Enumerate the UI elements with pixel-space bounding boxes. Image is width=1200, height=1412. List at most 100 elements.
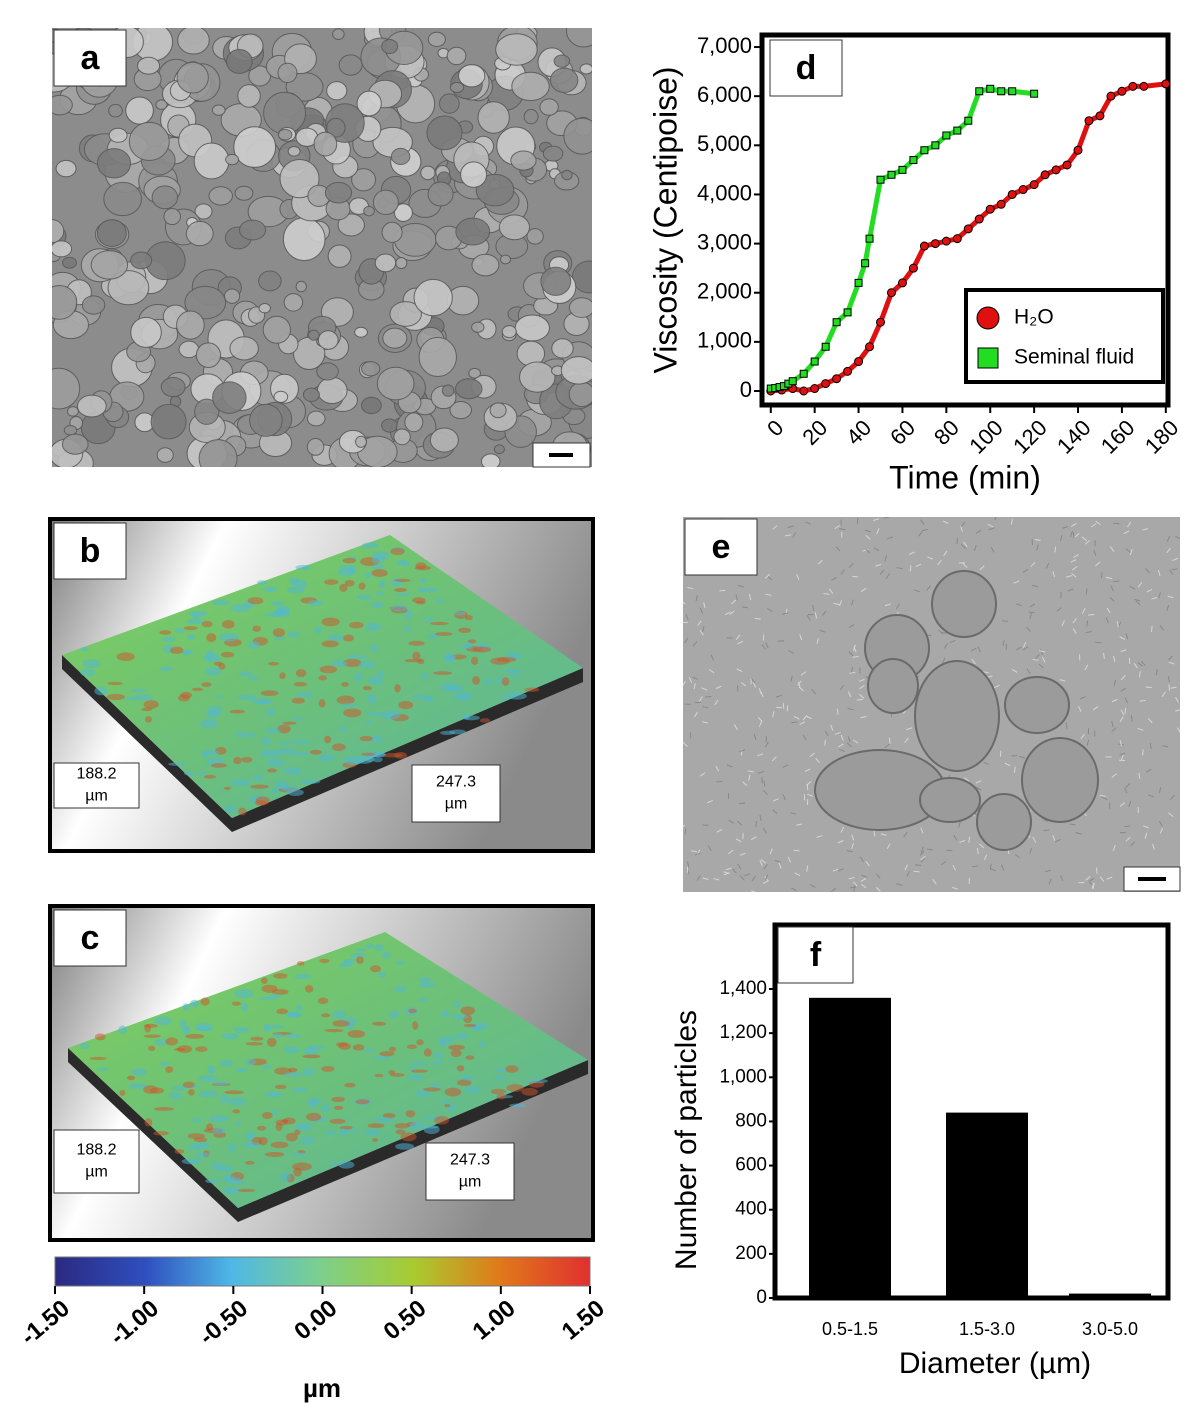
point [1084,116,1094,126]
texture [213,661,223,666]
fiber [1111,727,1117,733]
fiber [791,887,797,892]
texture [393,587,407,593]
particle [317,330,339,350]
particle [579,63,592,75]
fiber [1060,875,1064,881]
fiber [1130,715,1133,722]
fiber [751,875,757,882]
fiber [989,863,992,870]
fiber [1137,727,1144,731]
texture [390,547,405,556]
fiber [918,531,923,537]
texture [331,1096,346,1103]
texture [439,1039,447,1048]
texture [186,618,205,625]
fiber [1149,742,1152,750]
panel-label: b [80,532,101,570]
particle [287,145,301,157]
fiber [762,827,767,834]
particle [52,94,73,116]
fiber [1105,617,1109,624]
texture [407,1074,424,1081]
texture [347,1029,366,1038]
fiber [873,830,876,837]
particle [393,203,413,223]
fiber [1084,664,1089,671]
texture [371,735,383,743]
fiber [727,792,730,799]
particle [560,356,592,385]
fiber [1166,604,1170,611]
texture [240,1002,249,1012]
texture [434,1115,450,1125]
particle [374,253,397,273]
fiber [860,877,867,882]
texture [198,1075,218,1083]
texture [405,1110,416,1118]
fiber [1113,679,1117,686]
fiber [1085,588,1088,595]
fiber [752,681,757,688]
fiber [1155,669,1158,676]
fiber [838,748,845,753]
texture [206,1065,216,1074]
texture [291,739,311,744]
fiber [1120,674,1126,681]
particle [193,142,230,180]
texture [319,958,330,964]
fiber [884,555,887,562]
y-tick-label: 3,000 [697,229,752,254]
texture [265,728,281,734]
fiber [1085,630,1092,634]
fiber [1080,733,1086,740]
texture [245,1058,256,1066]
point [865,342,875,352]
fiber [819,629,826,633]
fiber [1035,654,1040,660]
particle [561,169,573,181]
fiber [824,739,826,746]
fiber [1125,836,1131,842]
fiber [790,812,797,815]
texture [340,702,358,707]
texture [390,604,407,612]
particle [382,327,408,349]
texture [505,1065,519,1073]
texture [317,997,329,1005]
fiber [851,834,855,841]
panel-label-box [769,39,843,97]
texture [144,1024,151,1033]
fiber [1124,825,1131,828]
fiber [777,640,785,642]
texture [428,633,438,639]
bar [809,997,891,1298]
texture [472,676,480,685]
texture [418,982,436,988]
fiber [1095,641,1102,644]
particle [52,284,78,320]
texture [490,1088,507,1095]
texture [463,1023,477,1028]
texture [261,984,278,993]
fiber [684,637,689,644]
texture [347,1023,354,1030]
particle [52,367,81,410]
texture [219,1094,230,1104]
fiber [1086,739,1090,746]
point [1106,91,1116,101]
fiber [729,610,735,616]
fiber [1125,548,1131,553]
fiber [884,743,890,749]
texture [409,1121,423,1130]
texture [473,646,492,653]
fiber [1074,533,1080,538]
point [1040,170,1050,180]
fiber [736,820,742,826]
particle [356,90,382,117]
texture [524,687,540,692]
fiber [716,828,723,833]
texture [415,1090,431,1097]
texture [282,1046,300,1054]
point [963,224,973,234]
